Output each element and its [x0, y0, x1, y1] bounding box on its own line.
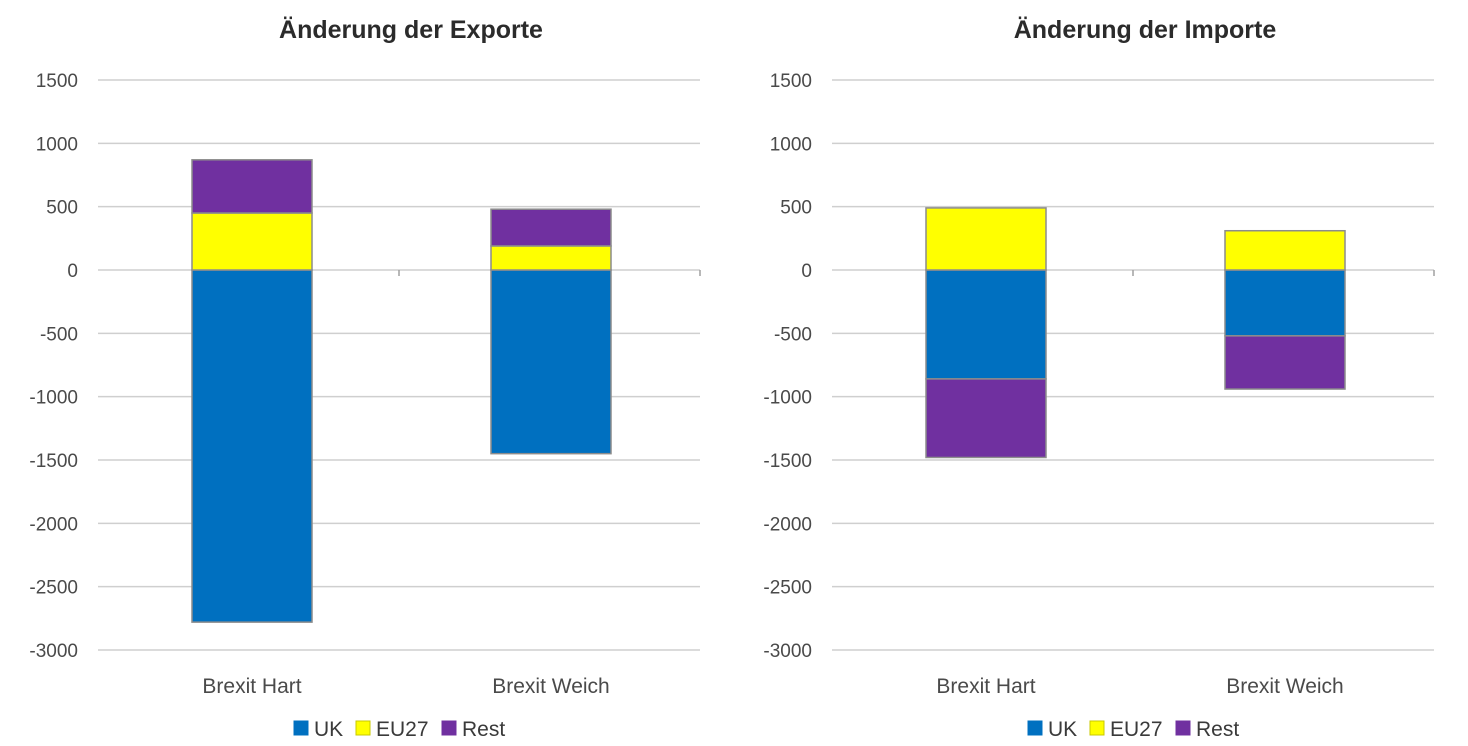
- chart-title: Änderung der Exporte: [279, 16, 543, 44]
- y-tick-label: -2000: [29, 514, 78, 535]
- legend-label-eu27: EU27: [1110, 718, 1163, 741]
- y-tick-label: -3000: [763, 641, 812, 662]
- bar-uk-1: [490, 269, 612, 455]
- imports-chart-svg: Änderung der Importe 1500 1000 500 0 -500 -100…: [763, 16, 1435, 741]
- chart-title: Änderung der Importe: [1014, 16, 1277, 44]
- exports-chart: Änderung der Exporte 1500 1000 500 0 -500 -100…: [29, 16, 701, 741]
- legend-swatch-eu27: [355, 720, 371, 736]
- bar-eu27-0: [925, 207, 1047, 271]
- y-tick-label: -500: [40, 324, 78, 345]
- y-tick-label: -1500: [763, 451, 812, 472]
- bar-eu27-1: [1224, 229, 1346, 271]
- exports-chart-svg: Änderung der Exporte 1500 1000 500 0 -500 -100…: [29, 16, 701, 741]
- y-tick-label: 0: [67, 261, 78, 282]
- legend-label-uk: UK: [1048, 718, 1077, 741]
- y-tick-label: 1000: [770, 134, 812, 155]
- x-category-label: Brexit Weich: [492, 675, 609, 698]
- legend-swatch-rest: [1175, 720, 1191, 736]
- bar-uk-0: [191, 269, 313, 623]
- y-tick-label: -2500: [763, 578, 812, 599]
- legend-label-rest: Rest: [1196, 718, 1239, 741]
- y-tick-label: 1000: [36, 134, 78, 155]
- legend-swatch-eu27: [1089, 720, 1105, 736]
- y-tick-label: -1500: [29, 451, 78, 472]
- x-category-label: Brexit Hart: [936, 675, 1035, 698]
- legend-label-uk: UK: [314, 718, 343, 741]
- y-tick-label: 1500: [770, 71, 812, 92]
- y-tick-label: -1000: [763, 388, 812, 409]
- legend-label-rest: Rest: [462, 718, 505, 741]
- y-tick-label: -500: [774, 324, 812, 345]
- bar-eu27-1: [490, 245, 612, 271]
- y-tick-label: 500: [46, 198, 78, 219]
- y-tick-label: 0: [801, 261, 812, 282]
- x-category-label: Brexit Hart: [202, 675, 301, 698]
- imports-chart: Änderung der Importe 1500 1000 500 0 -500 -100…: [734, 0, 1468, 746]
- legend-swatch-uk: [293, 720, 309, 736]
- legend-label-eu27: EU27: [376, 718, 429, 741]
- legend-swatch-uk: [1027, 720, 1043, 736]
- y-tick-label: 1500: [36, 71, 78, 92]
- bar-rest-1: [490, 208, 612, 247]
- bar-rest-1: [1224, 335, 1346, 390]
- y-tick-label: -1000: [29, 388, 78, 409]
- y-tick-label: 500: [780, 198, 812, 219]
- bar-eu27-0: [191, 212, 313, 271]
- bar-rest-0: [925, 378, 1047, 459]
- bar-uk-1: [1224, 269, 1346, 337]
- y-tick-label: -2500: [29, 578, 78, 599]
- legend-swatch-rest: [441, 720, 457, 736]
- bar-rest-0: [191, 159, 313, 214]
- y-tick-label: -3000: [29, 641, 78, 662]
- bar-uk-0: [925, 269, 1047, 380]
- y-tick-label: -2000: [763, 514, 812, 535]
- x-category-label: Brexit Weich: [1226, 675, 1343, 698]
